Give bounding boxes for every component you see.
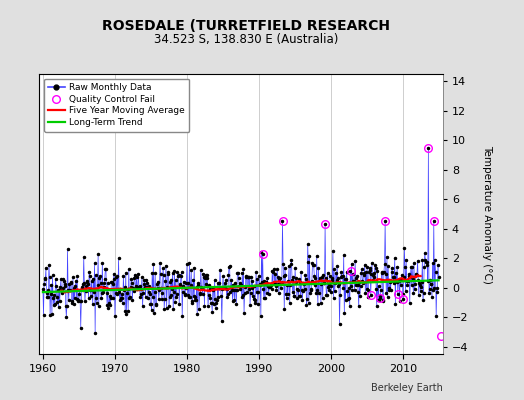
Y-axis label: Temperature Anomaly (°C): Temperature Anomaly (°C) xyxy=(482,144,492,284)
Text: Berkeley Earth: Berkeley Earth xyxy=(371,383,443,393)
Text: ROSEDALE (TURRETFIELD RESEARCH: ROSEDALE (TURRETFIELD RESEARCH xyxy=(102,19,390,33)
Text: 34.523 S, 138.830 E (Australia): 34.523 S, 138.830 E (Australia) xyxy=(154,34,339,46)
Legend: Raw Monthly Data, Quality Control Fail, Five Year Moving Average, Long-Term Tren: Raw Monthly Data, Quality Control Fail, … xyxy=(44,78,189,132)
